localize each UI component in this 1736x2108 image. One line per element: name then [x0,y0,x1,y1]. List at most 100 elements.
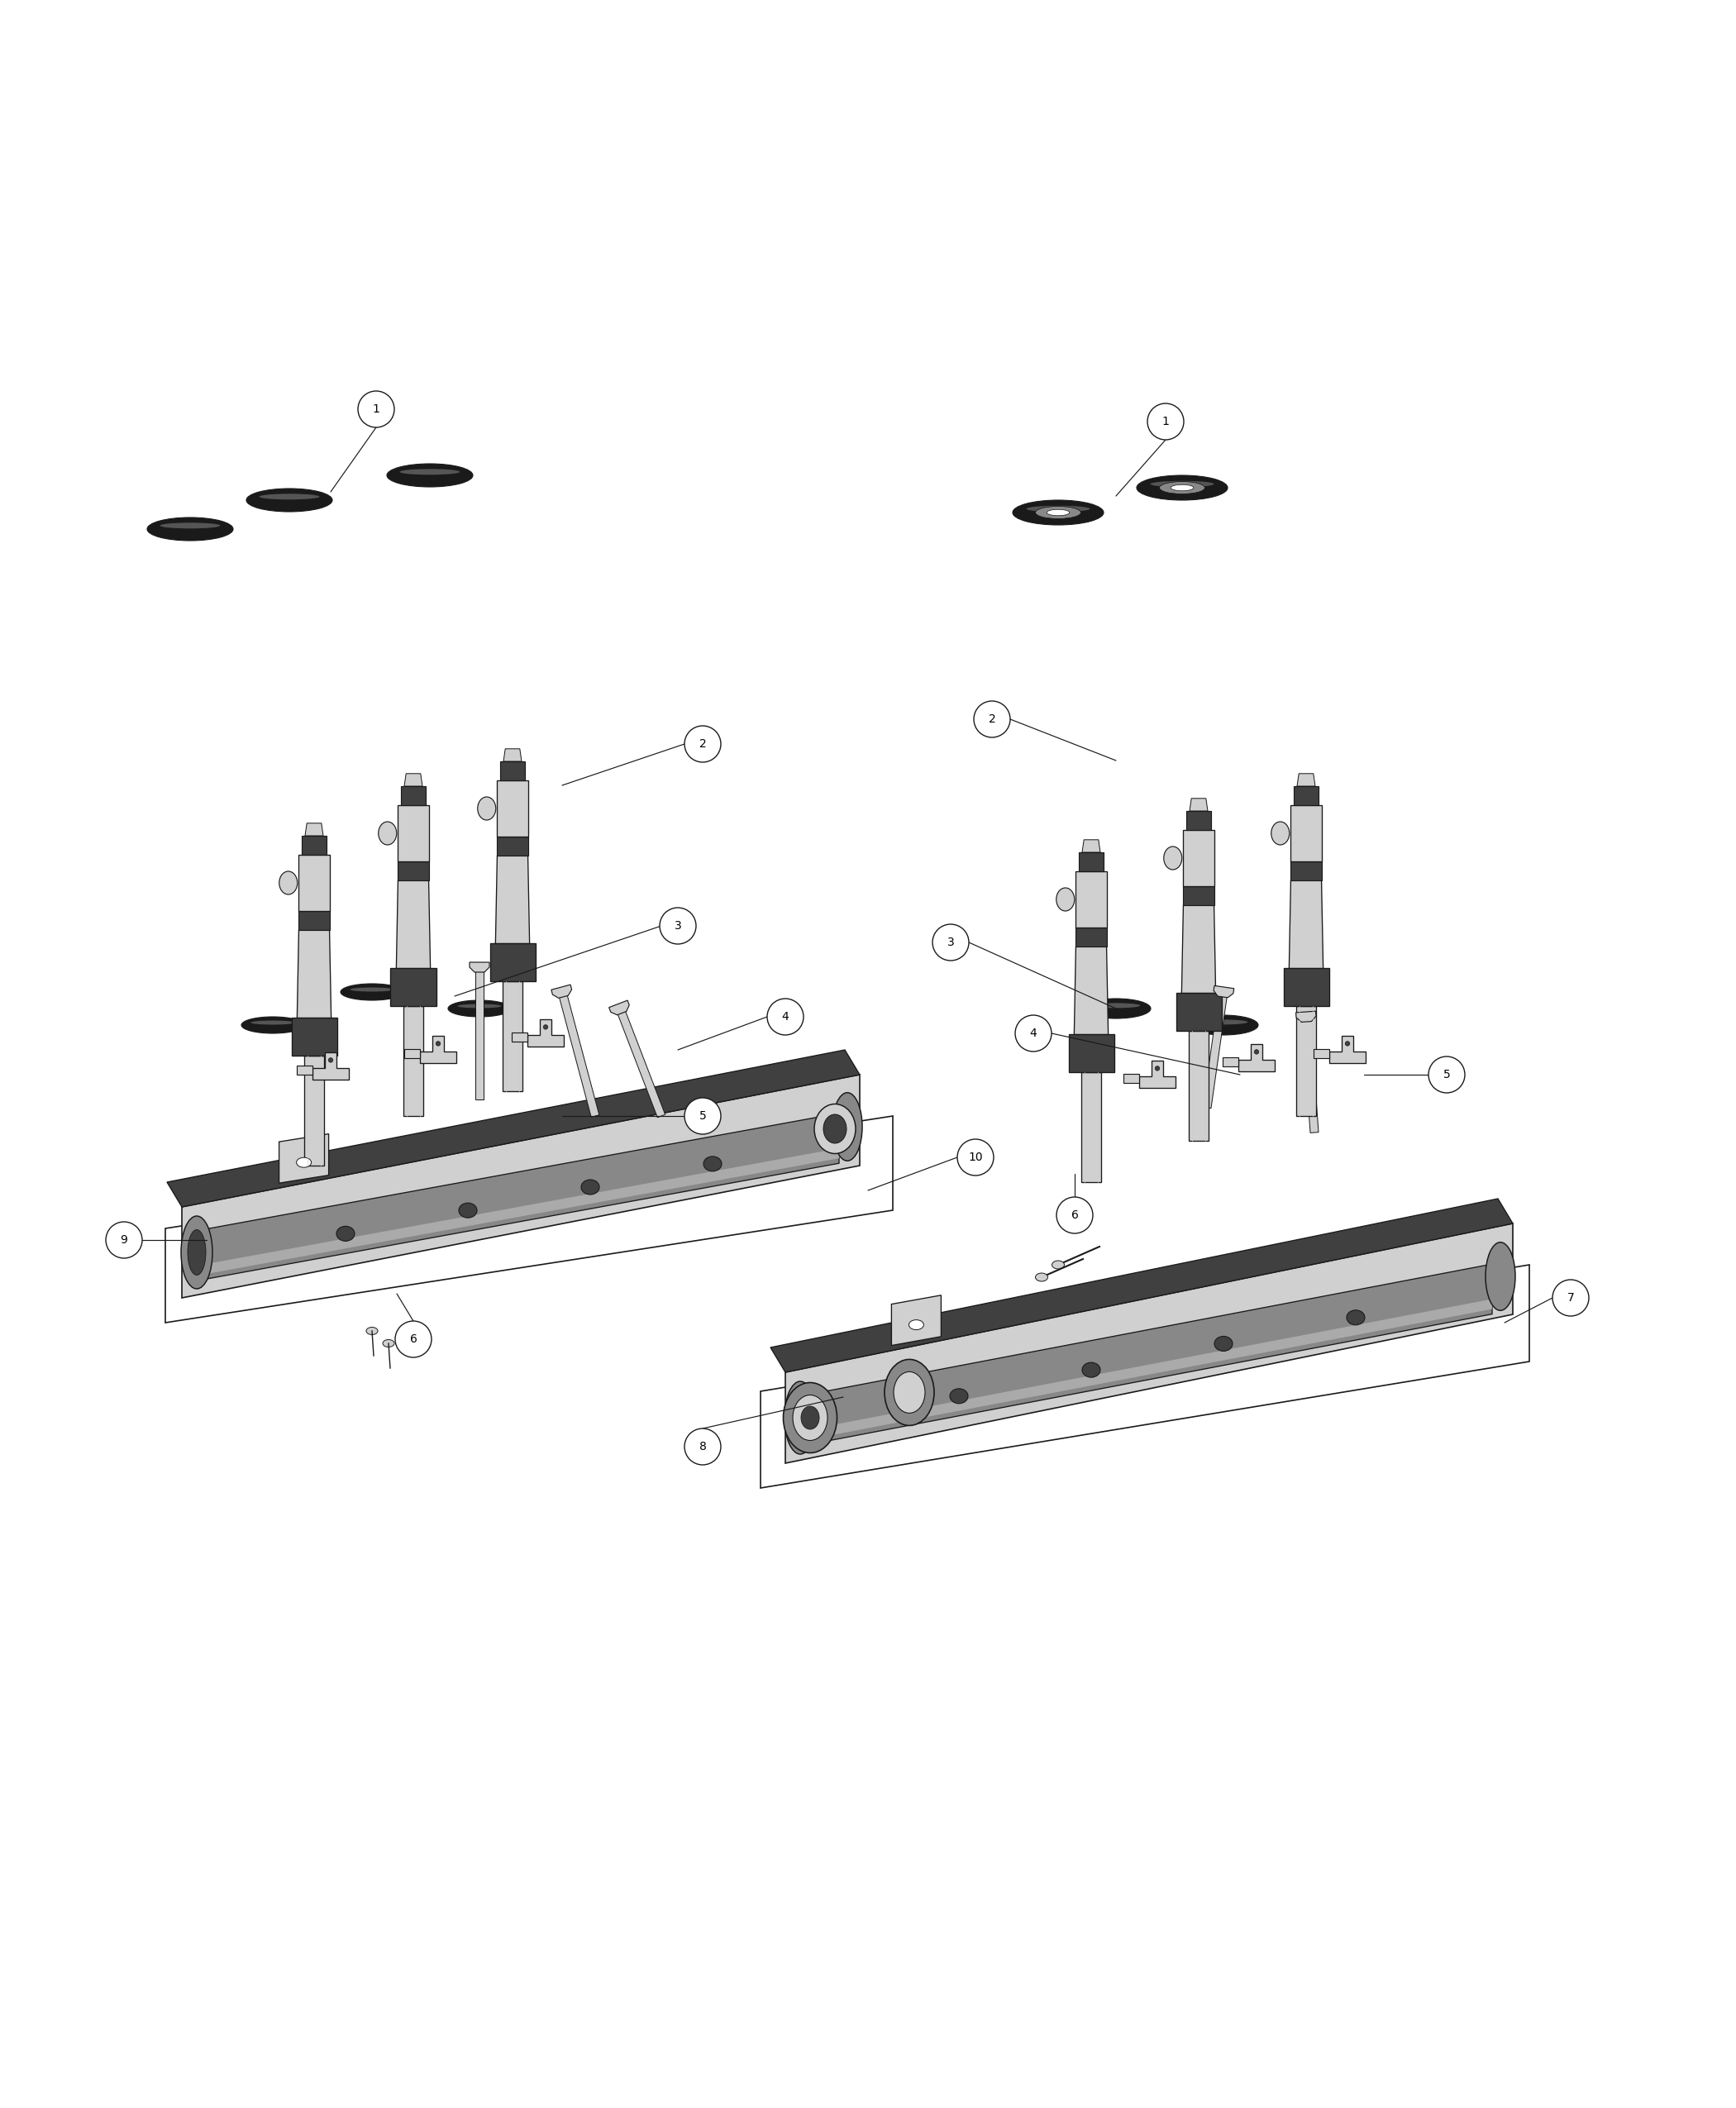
Ellipse shape [1151,481,1213,487]
Circle shape [684,1098,720,1134]
Text: 10: 10 [969,1151,983,1164]
Polygon shape [297,930,332,1018]
Ellipse shape [1055,887,1075,911]
Ellipse shape [279,871,297,894]
Ellipse shape [1163,847,1182,871]
Ellipse shape [1189,1016,1259,1035]
Text: 2: 2 [988,713,996,725]
Ellipse shape [1082,999,1151,1018]
Ellipse shape [833,1092,863,1162]
Polygon shape [1189,799,1208,812]
Circle shape [974,702,1010,738]
Polygon shape [403,1006,424,1115]
Polygon shape [1186,812,1212,831]
Circle shape [932,923,969,961]
Polygon shape [401,786,425,805]
Polygon shape [391,968,436,1006]
Text: 1: 1 [373,403,380,415]
Polygon shape [1295,1012,1316,1022]
Ellipse shape [366,1328,378,1334]
Polygon shape [490,944,535,980]
Polygon shape [1139,1060,1175,1088]
Polygon shape [1082,839,1101,852]
Polygon shape [404,774,422,786]
Polygon shape [404,1050,420,1058]
Polygon shape [1075,946,1108,1035]
Polygon shape [420,1035,457,1062]
Polygon shape [1123,1073,1139,1084]
Ellipse shape [823,1115,847,1143]
Circle shape [106,1223,142,1258]
Ellipse shape [1035,506,1082,519]
Ellipse shape [247,489,332,512]
Polygon shape [785,1223,1512,1463]
Ellipse shape [885,1360,934,1425]
Polygon shape [1293,786,1319,805]
Polygon shape [1184,885,1213,904]
Polygon shape [1213,987,1234,997]
Polygon shape [1189,1031,1208,1140]
Polygon shape [1182,904,1215,993]
Text: 4: 4 [1029,1027,1036,1039]
Polygon shape [495,856,529,944]
Ellipse shape [1215,1336,1233,1351]
Ellipse shape [328,1058,333,1062]
Text: 9: 9 [120,1233,128,1246]
Ellipse shape [1345,1041,1351,1046]
Polygon shape [203,1149,838,1275]
Ellipse shape [1026,506,1090,512]
Ellipse shape [1253,1050,1259,1054]
Text: 1: 1 [1161,415,1170,428]
Polygon shape [503,748,521,761]
Ellipse shape [448,1001,510,1016]
Text: 3: 3 [948,936,955,949]
Ellipse shape [1347,1309,1364,1326]
Polygon shape [1295,1006,1316,1115]
Ellipse shape [894,1372,925,1412]
Polygon shape [552,984,571,997]
Ellipse shape [337,1227,354,1242]
Polygon shape [396,881,431,968]
Polygon shape [1302,1016,1319,1132]
Ellipse shape [1052,1261,1064,1269]
Polygon shape [892,1294,941,1345]
Ellipse shape [387,464,472,487]
Ellipse shape [187,1229,207,1275]
Circle shape [684,1429,720,1465]
Ellipse shape [1012,500,1104,525]
Text: 6: 6 [410,1334,417,1345]
Ellipse shape [458,1204,477,1218]
Ellipse shape [160,523,220,529]
Text: 4: 4 [781,1012,788,1022]
Ellipse shape [1035,1273,1049,1282]
Circle shape [1429,1056,1465,1092]
Ellipse shape [340,984,403,1001]
Circle shape [396,1322,432,1358]
Ellipse shape [800,1406,819,1429]
Polygon shape [1297,774,1316,786]
Polygon shape [398,805,429,862]
Polygon shape [559,991,599,1117]
Ellipse shape [1154,1067,1160,1071]
Circle shape [358,390,394,428]
Polygon shape [1203,991,1227,1109]
Polygon shape [500,761,524,780]
Polygon shape [502,980,523,1092]
Polygon shape [304,1056,325,1166]
Ellipse shape [1082,1362,1101,1377]
Ellipse shape [543,1024,549,1029]
Polygon shape [512,1033,528,1041]
Ellipse shape [297,1157,311,1168]
Polygon shape [771,1199,1512,1372]
Ellipse shape [792,1395,809,1440]
Ellipse shape [1170,485,1194,491]
Ellipse shape [1047,510,1069,516]
Polygon shape [182,1075,859,1299]
Ellipse shape [793,1395,828,1440]
Polygon shape [297,1065,312,1075]
Ellipse shape [436,1041,441,1046]
Polygon shape [312,1052,349,1079]
Polygon shape [167,1050,859,1208]
Polygon shape [1283,968,1328,1006]
Ellipse shape [477,797,496,820]
